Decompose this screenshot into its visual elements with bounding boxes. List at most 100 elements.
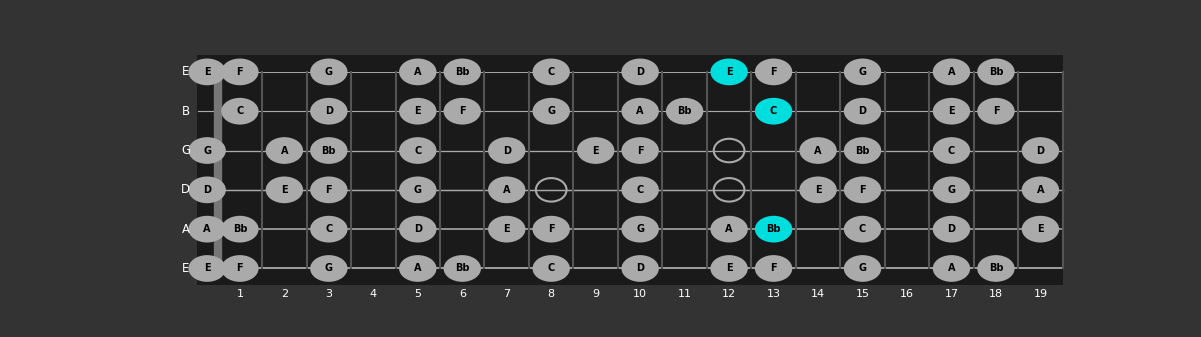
Text: F: F	[637, 146, 644, 156]
Text: D: D	[637, 67, 644, 77]
Ellipse shape	[488, 137, 525, 164]
Ellipse shape	[710, 216, 748, 243]
Text: G: G	[203, 146, 211, 156]
Text: F: F	[325, 185, 333, 195]
Text: D: D	[1036, 146, 1045, 156]
Ellipse shape	[532, 216, 570, 243]
Ellipse shape	[488, 177, 525, 203]
Text: 7: 7	[503, 289, 510, 299]
Text: 8: 8	[548, 289, 555, 299]
Text: F: F	[859, 185, 866, 195]
Ellipse shape	[844, 59, 882, 85]
Text: A: A	[948, 264, 955, 274]
Text: A: A	[281, 146, 288, 156]
Ellipse shape	[621, 137, 659, 164]
Text: F: F	[237, 67, 243, 77]
Ellipse shape	[532, 98, 570, 125]
Ellipse shape	[532, 255, 570, 282]
Text: G: G	[948, 185, 956, 195]
Text: C: C	[548, 264, 555, 274]
Text: D: D	[414, 224, 422, 234]
Text: 16: 16	[900, 289, 914, 299]
Ellipse shape	[755, 59, 793, 85]
Text: 10: 10	[633, 289, 647, 299]
Text: F: F	[459, 106, 466, 116]
Ellipse shape	[933, 255, 970, 282]
Text: D: D	[948, 224, 956, 234]
Ellipse shape	[221, 255, 258, 282]
Text: C: C	[770, 106, 777, 116]
Text: 18: 18	[988, 289, 1003, 299]
Text: E: E	[281, 185, 288, 195]
Ellipse shape	[189, 137, 226, 164]
Text: E: E	[948, 106, 955, 116]
Text: Bb: Bb	[988, 264, 1003, 274]
FancyBboxPatch shape	[197, 55, 1063, 285]
Text: D: D	[181, 183, 190, 196]
Ellipse shape	[665, 98, 704, 125]
Text: E: E	[503, 224, 510, 234]
Ellipse shape	[933, 216, 970, 243]
Text: D: D	[203, 185, 211, 195]
Text: E: E	[183, 262, 190, 275]
Ellipse shape	[576, 137, 615, 164]
Text: 15: 15	[855, 289, 870, 299]
Ellipse shape	[800, 137, 837, 164]
Text: A: A	[1036, 185, 1044, 195]
Text: G: G	[324, 264, 333, 274]
Ellipse shape	[399, 137, 436, 164]
Text: 12: 12	[722, 289, 736, 299]
Ellipse shape	[978, 98, 1015, 125]
Text: A: A	[637, 106, 644, 116]
Text: E: E	[183, 65, 190, 79]
Ellipse shape	[399, 177, 436, 203]
Text: G: G	[414, 185, 422, 195]
Text: E: E	[592, 146, 599, 156]
Text: F: F	[548, 224, 555, 234]
Ellipse shape	[399, 59, 436, 85]
Text: G: G	[859, 67, 866, 77]
Text: A: A	[503, 185, 510, 195]
Text: C: C	[859, 224, 866, 234]
Text: F: F	[237, 264, 243, 274]
Ellipse shape	[221, 59, 258, 85]
Text: 17: 17	[944, 289, 958, 299]
Text: E: E	[725, 264, 733, 274]
Text: Bb: Bb	[988, 67, 1003, 77]
Text: C: C	[637, 185, 644, 195]
Text: A: A	[181, 223, 190, 236]
Text: 2: 2	[281, 289, 288, 299]
Text: 1: 1	[237, 289, 244, 299]
Text: 9: 9	[592, 289, 599, 299]
Ellipse shape	[978, 59, 1015, 85]
Ellipse shape	[221, 216, 258, 243]
Text: D: D	[859, 106, 866, 116]
Ellipse shape	[488, 216, 525, 243]
Text: G: G	[859, 264, 866, 274]
Ellipse shape	[189, 177, 226, 203]
Ellipse shape	[755, 216, 793, 243]
Ellipse shape	[189, 59, 226, 85]
Text: D: D	[503, 146, 510, 156]
Text: C: C	[948, 146, 955, 156]
Ellipse shape	[189, 216, 226, 243]
Text: C: C	[548, 67, 555, 77]
Text: E: E	[204, 264, 210, 274]
Text: B: B	[181, 105, 190, 118]
Text: 14: 14	[811, 289, 825, 299]
Ellipse shape	[978, 255, 1015, 282]
Text: 11: 11	[677, 289, 692, 299]
Text: Bb: Bb	[455, 67, 470, 77]
Ellipse shape	[933, 137, 970, 164]
Ellipse shape	[710, 59, 748, 85]
Text: C: C	[414, 146, 422, 156]
Text: F: F	[770, 67, 777, 77]
Ellipse shape	[933, 177, 970, 203]
Ellipse shape	[621, 255, 659, 282]
Text: Bb: Bb	[766, 224, 781, 234]
Text: D: D	[324, 106, 333, 116]
Ellipse shape	[399, 98, 436, 125]
Ellipse shape	[755, 255, 793, 282]
Text: C: C	[325, 224, 333, 234]
Text: A: A	[948, 67, 955, 77]
